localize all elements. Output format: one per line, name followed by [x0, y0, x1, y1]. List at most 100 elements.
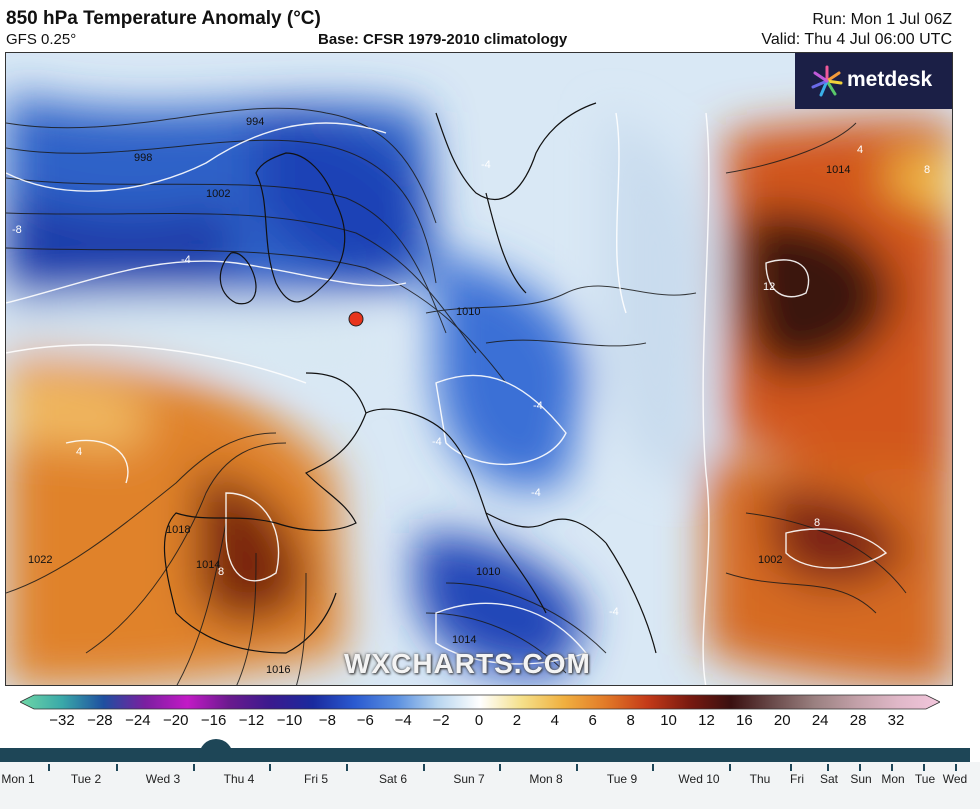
anomaly-label: 8: [814, 517, 820, 529]
colorbar-tick-label: −10: [276, 712, 303, 729]
timeline-tick: [346, 764, 348, 771]
anomaly-label: -4: [533, 400, 543, 412]
metdesk-star-icon: [811, 65, 843, 97]
timeline-day-label[interactable]: Tue 2: [70, 772, 102, 786]
metdesk-logo: metdesk: [795, 53, 952, 109]
metdesk-logo-text: metdesk: [847, 68, 933, 91]
colorbar-tick-label: 0: [474, 712, 484, 729]
isobar-label: 1016: [266, 664, 290, 676]
timeline-tick: [116, 764, 118, 771]
timeline-day-label[interactable]: Wed 3: [145, 772, 181, 786]
colorbar-tick-label: −8: [318, 712, 336, 729]
colorbar-tick-label: −32: [49, 712, 75, 729]
colorbar-tick-label: 32: [887, 712, 905, 729]
colorbar-tick-label: 8: [626, 712, 635, 729]
anomaly-label: -4: [481, 159, 491, 171]
timeline-tick: [576, 764, 578, 771]
timeline-day-label[interactable]: Fri: [790, 772, 804, 786]
isobar-label: 1002: [206, 188, 230, 200]
timeline-day-label[interactable]: Sun: [850, 772, 872, 786]
timeline-day-label[interactable]: Thu 4: [223, 772, 255, 786]
map-svg: 994 998 1002 1010 1014 1018 1022 1014 10…: [6, 53, 952, 685]
timeline-day-label[interactable]: Fri 5: [304, 772, 328, 786]
isobar-label: 1014: [452, 634, 476, 646]
colorbar-tick-label: −6: [356, 712, 374, 729]
valid-time-label: Valid: Thu 4 Jul 06:00 UTC: [761, 31, 952, 48]
timeline-day-labels: Mon 1 Tue 2 Wed 3 Thu 4 Fri 5 Sat 6 Sun 7 Mon 8…: [0, 762, 980, 809]
location-marker[interactable]: [348, 311, 364, 327]
timeline-tick: [48, 764, 50, 771]
anomaly-label: -4: [181, 254, 191, 266]
coastlines: [163, 102, 657, 654]
isobar-label: 1010: [476, 566, 500, 578]
isobar-label: 1022: [28, 554, 52, 566]
anomaly-contours: [6, 112, 888, 685]
timeline-day-label[interactable]: Sat 6: [378, 772, 408, 786]
timeline-day-label[interactable]: Wed 10: [678, 772, 720, 786]
timeline-tick: [923, 764, 925, 771]
colorbar: [20, 694, 940, 710]
isobar-lines: [6, 107, 907, 685]
timeline-tick: [499, 764, 501, 771]
colorbar-tick-label: 6: [588, 712, 597, 729]
timeline-day-label[interactable]: Tue 9: [606, 772, 638, 786]
timeline-tick: [423, 764, 425, 771]
colorbar-tick-label: 10: [660, 712, 677, 729]
colorbar-tick-label: −4: [394, 712, 412, 729]
timeline-day-label[interactable]: Sun 7: [453, 772, 485, 786]
isobar-label: 998: [134, 152, 152, 164]
isobar-label: 1018: [166, 524, 190, 536]
timeline-tick: [859, 764, 861, 771]
colorbar-tick-label: −20: [162, 712, 189, 729]
anomaly-label: -4: [609, 606, 619, 618]
isobar-label: 1002: [758, 554, 782, 566]
run-time-label: Run: Mon 1 Jul 06Z: [812, 11, 952, 28]
isobar-label: 1014: [196, 559, 220, 571]
temperature-anomaly-map: 994 998 1002 1010 1014 1018 1022 1014 10…: [5, 52, 953, 686]
colorbar-tick-label: 2: [512, 712, 522, 729]
timeline-tick: [827, 764, 829, 771]
colorbar-tick-label: −12: [238, 712, 265, 729]
timeline-day-label[interactable]: Mon: [881, 772, 905, 786]
base-climatology-label: Base: CFSR 1979-2010 climatology: [318, 31, 568, 48]
anomaly-field: [6, 93, 952, 685]
anomaly-label: 8: [218, 566, 224, 578]
header: 850 hPa Temperature Anomaly (°C) GFS 0.2…: [0, 0, 980, 52]
timeline-day-label[interactable]: Mon 1: [1, 772, 35, 786]
timeline-tick: [729, 764, 731, 771]
anomaly-label: 12: [763, 281, 775, 293]
anomaly-label: -8: [12, 224, 22, 236]
timeline-day-label[interactable]: Mon 8: [529, 772, 563, 786]
colorbar-tick-label: 16: [736, 712, 753, 729]
anomaly-label: -4: [531, 487, 541, 499]
anomaly-label: -4: [432, 436, 442, 448]
anomaly-label: 8: [924, 164, 930, 176]
colorbar-tick-label: −28: [87, 712, 113, 729]
timeline-tick: [193, 764, 195, 771]
timeline-day-label[interactable]: Sat: [819, 772, 839, 786]
timeline-day-label[interactable]: Thu: [749, 772, 771, 786]
timeline-tick: [790, 764, 792, 771]
timeline-tick: [652, 764, 654, 771]
colorbar-tick-label: −24: [125, 712, 151, 729]
model-label: GFS 0.25°: [6, 31, 77, 48]
timeline-tick: [891, 764, 893, 771]
colorbar-tick-label: 12: [698, 712, 715, 729]
timeline-day-label[interactable]: Tue: [914, 772, 936, 786]
timeline-day-label[interactable]: Wed: [942, 772, 968, 786]
colorbar-tick-labels: −32 −28 −24 −20 −16 −12 −10 −8 −6 −4 −2 0 2 4 6 8 10 12 16…: [0, 712, 980, 734]
timeline-tick: [269, 764, 271, 771]
isobar-label: 1010: [456, 306, 480, 318]
colorbar-tick-label: 4: [550, 712, 559, 729]
wxcharts-watermark: WXCHARTS.COM: [344, 648, 591, 679]
anomaly-label: 4: [76, 446, 82, 458]
colorbar-tick-label: −2: [432, 712, 450, 729]
colorbar-gradient: [20, 694, 940, 710]
colorbar-tick-label: 24: [811, 712, 829, 729]
colorbar-tick-label: −16: [200, 712, 227, 729]
anomaly-label: 4: [857, 144, 863, 156]
isobar-label: 994: [246, 116, 264, 128]
colorbar-tick-label: 28: [849, 712, 867, 729]
timeline-track[interactable]: [0, 748, 970, 762]
isobar-label: 1014: [826, 164, 850, 176]
